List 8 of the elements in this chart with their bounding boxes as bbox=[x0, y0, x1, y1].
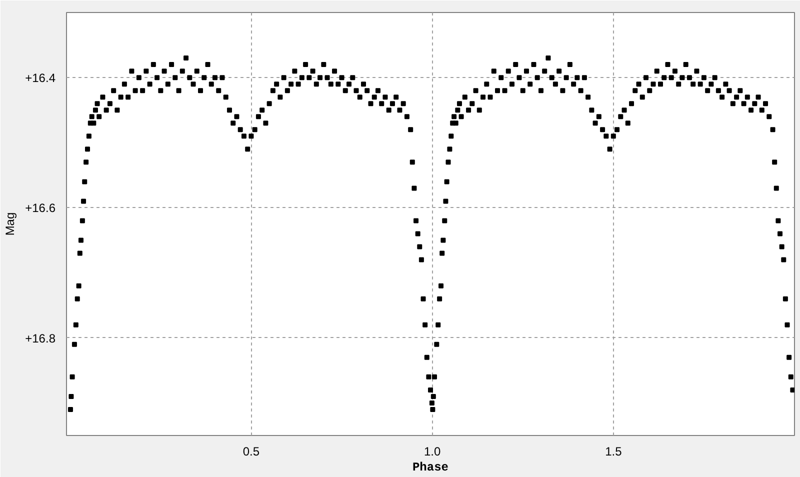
y-tick-label: +16.8 bbox=[25, 331, 56, 346]
y-axis-title: Mag bbox=[3, 212, 18, 236]
x-tick-label: 0.5 bbox=[242, 444, 260, 458]
x-tick-label: 1.0 bbox=[424, 444, 441, 458]
y-tick-label: +16.6 bbox=[25, 201, 56, 216]
y-tick-label: +16.4 bbox=[25, 71, 56, 86]
x-axis-title: Phase bbox=[412, 460, 449, 474]
x-tick-label: 1.5 bbox=[605, 444, 622, 458]
